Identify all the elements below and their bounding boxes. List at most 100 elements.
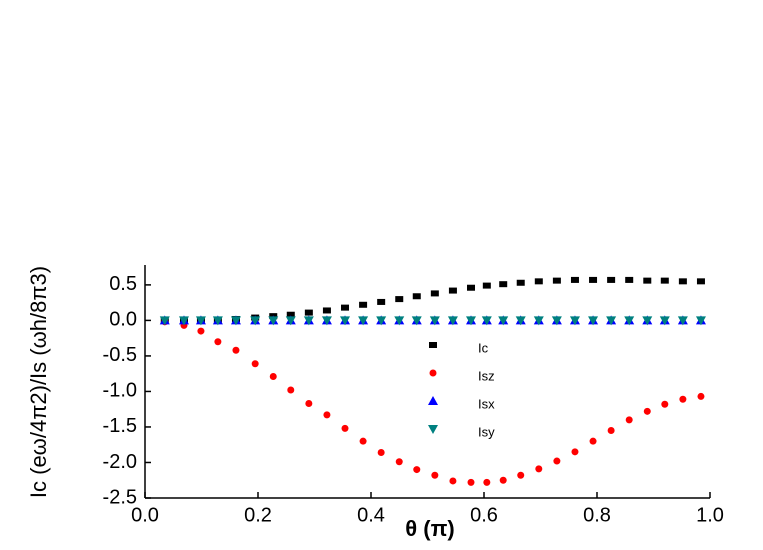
marker (499, 281, 508, 288)
marker (358, 316, 369, 326)
marker (251, 360, 259, 368)
marker (482, 282, 491, 289)
marker (553, 457, 561, 465)
legend-label: Isx (478, 396, 495, 411)
marker (305, 400, 313, 408)
marker (285, 316, 296, 326)
marker (268, 316, 279, 326)
x-tick-label: 0.4 (357, 504, 385, 526)
marker (499, 476, 507, 484)
marker (606, 316, 617, 326)
marker (570, 276, 579, 283)
marker (197, 327, 205, 335)
legend-marker (429, 342, 437, 348)
y-tick-label: 0.0 (109, 309, 137, 331)
marker (589, 276, 598, 283)
marker (395, 458, 403, 466)
marker (515, 316, 526, 326)
marker (678, 278, 687, 285)
marker (341, 424, 349, 432)
marker (466, 316, 477, 326)
x-tick-label: 1.0 (696, 504, 724, 526)
legend-marker (428, 425, 438, 434)
marker (340, 316, 351, 326)
marker (232, 346, 240, 354)
x-tick-label: 0.8 (583, 504, 611, 526)
marker (660, 277, 669, 284)
marker (212, 316, 223, 326)
marker (695, 316, 706, 326)
marker (552, 277, 561, 284)
marker (642, 316, 653, 326)
legend-marker (428, 396, 438, 405)
marker (534, 278, 543, 285)
marker (321, 316, 332, 326)
marker (411, 316, 422, 326)
marker (533, 316, 544, 326)
marker (287, 386, 295, 394)
marker (359, 301, 368, 308)
marker (498, 316, 509, 326)
legend-label: Isz (478, 368, 495, 383)
marker (607, 276, 616, 283)
legend-marker (429, 369, 437, 377)
marker (395, 296, 404, 303)
marker (412, 293, 421, 300)
marker (589, 437, 597, 445)
marker (250, 316, 261, 326)
marker (661, 400, 669, 408)
marker (535, 465, 543, 473)
marker (286, 311, 295, 318)
y-tick-label: -2.5 (103, 486, 137, 508)
marker (625, 276, 634, 283)
marker (341, 304, 350, 311)
marker (214, 338, 222, 346)
marker (467, 284, 476, 291)
marker (323, 411, 331, 419)
marker (679, 395, 687, 403)
marker (659, 316, 670, 326)
marker (230, 316, 241, 326)
marker (448, 287, 457, 294)
y-tick-label: -1.5 (103, 415, 137, 437)
marker (447, 316, 458, 326)
y-tick-label: -0.5 (103, 344, 137, 366)
marker (449, 477, 457, 485)
marker (377, 449, 385, 457)
marker (269, 373, 277, 381)
marker (607, 427, 615, 435)
marker (304, 309, 313, 316)
marker (394, 316, 405, 326)
marker (430, 290, 439, 297)
marker (569, 316, 580, 326)
marker (643, 407, 651, 415)
marker (643, 277, 652, 284)
marker (413, 466, 421, 474)
x-tick-label: 0.2 (244, 504, 272, 526)
marker (359, 437, 367, 445)
y-tick-label: -1.0 (103, 380, 137, 402)
marker (195, 316, 206, 326)
marker (551, 316, 562, 326)
x-tick-label: 0.6 (470, 504, 498, 526)
marker (178, 316, 189, 326)
marker (677, 316, 688, 326)
marker (588, 316, 599, 326)
marker (483, 478, 491, 486)
marker (696, 278, 705, 285)
marker (624, 316, 635, 326)
x-tick-label: 0.0 (131, 504, 159, 526)
marker (376, 316, 387, 326)
marker (467, 478, 475, 486)
legend-label: Ic (478, 340, 489, 355)
y-tick-label: 0.5 (109, 273, 137, 295)
legend-label: Isy (478, 424, 495, 439)
y-axis-label: Ic (eω/4π2)/Is (ωh/8π3) (26, 266, 51, 498)
marker (571, 448, 579, 456)
marker (429, 316, 440, 326)
marker (377, 298, 386, 305)
marker (481, 316, 492, 326)
marker (159, 316, 170, 326)
marker (431, 471, 439, 479)
